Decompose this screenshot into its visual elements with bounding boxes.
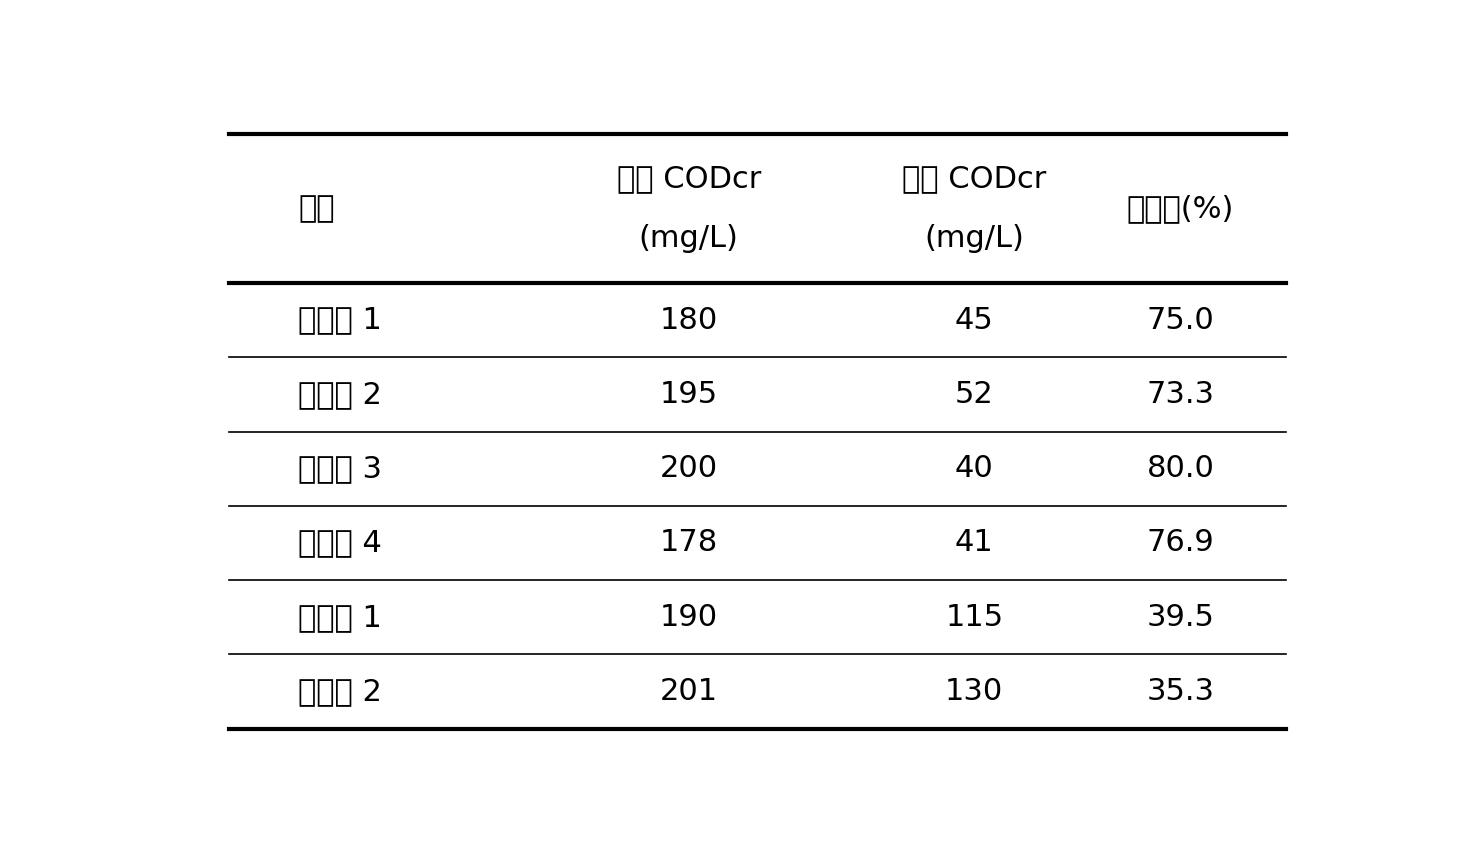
Text: (mg/L): (mg/L)	[924, 224, 1024, 253]
Text: 190: 190	[660, 603, 717, 632]
Text: 出口 CODcr: 出口 CODcr	[902, 165, 1046, 193]
Text: 40: 40	[955, 455, 993, 483]
Text: 76.9: 76.9	[1147, 528, 1215, 557]
Text: 200: 200	[660, 455, 717, 483]
Text: 进口 CODcr: 进口 CODcr	[616, 165, 761, 193]
Text: 178: 178	[660, 528, 717, 557]
Text: 比较例 1: 比较例 1	[298, 603, 381, 632]
Text: 75.0: 75.0	[1147, 305, 1215, 335]
Text: 195: 195	[660, 380, 717, 409]
Text: 实施例 4: 实施例 4	[298, 528, 381, 557]
Text: 35.3: 35.3	[1146, 677, 1215, 706]
Text: 39.5: 39.5	[1147, 603, 1215, 632]
Text: 实施例 3: 实施例 3	[298, 455, 381, 483]
Text: 项目: 项目	[298, 194, 334, 223]
Text: 比较例 2: 比较例 2	[298, 677, 381, 706]
Text: 实施例 1: 实施例 1	[298, 305, 381, 335]
Text: 去除率(%): 去除率(%)	[1127, 194, 1234, 223]
Text: 115: 115	[945, 603, 1003, 632]
Text: 41: 41	[955, 528, 993, 557]
Text: (mg/L): (mg/L)	[638, 224, 739, 253]
Text: 80.0: 80.0	[1147, 455, 1215, 483]
Text: 180: 180	[660, 305, 717, 335]
Text: 201: 201	[660, 677, 717, 706]
Text: 52: 52	[955, 380, 993, 409]
Text: 73.3: 73.3	[1146, 380, 1215, 409]
Text: 45: 45	[955, 305, 993, 335]
Text: 130: 130	[945, 677, 1003, 706]
Text: 实施例 2: 实施例 2	[298, 380, 381, 409]
